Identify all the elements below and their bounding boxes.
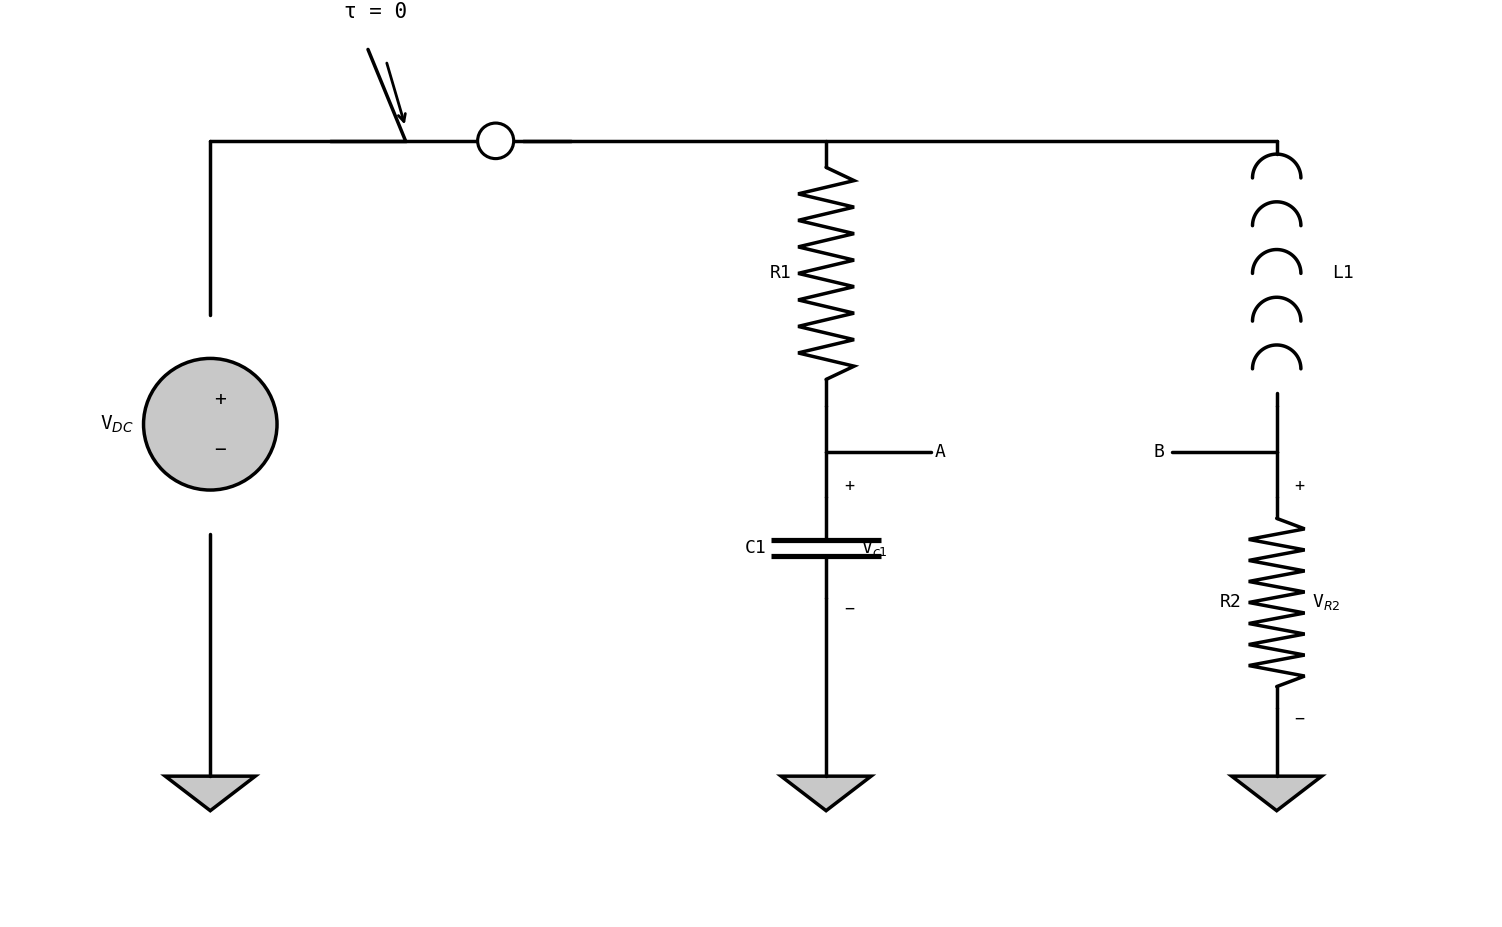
Text: −: − bbox=[215, 439, 227, 459]
Text: A: A bbox=[934, 443, 945, 461]
Text: L1: L1 bbox=[1332, 264, 1353, 283]
Polygon shape bbox=[1232, 776, 1322, 811]
Text: R2: R2 bbox=[1220, 593, 1242, 612]
Text: +: + bbox=[215, 389, 227, 409]
Text: τ = 0: τ = 0 bbox=[344, 2, 407, 22]
Text: B: B bbox=[1154, 443, 1164, 461]
Circle shape bbox=[144, 359, 276, 490]
Text: −: − bbox=[1295, 709, 1305, 728]
Text: −: − bbox=[844, 600, 855, 618]
Text: C1: C1 bbox=[745, 539, 766, 556]
Text: V$_{c1}$: V$_{c1}$ bbox=[861, 538, 888, 558]
Text: R1: R1 bbox=[769, 264, 792, 283]
Text: V$_{R2}$: V$_{R2}$ bbox=[1311, 592, 1340, 613]
Text: V$_{DC}$: V$_{DC}$ bbox=[99, 413, 134, 435]
Circle shape bbox=[478, 123, 514, 159]
Polygon shape bbox=[165, 776, 255, 811]
Text: +: + bbox=[844, 477, 855, 495]
Text: +: + bbox=[1295, 477, 1305, 495]
Polygon shape bbox=[781, 776, 871, 811]
